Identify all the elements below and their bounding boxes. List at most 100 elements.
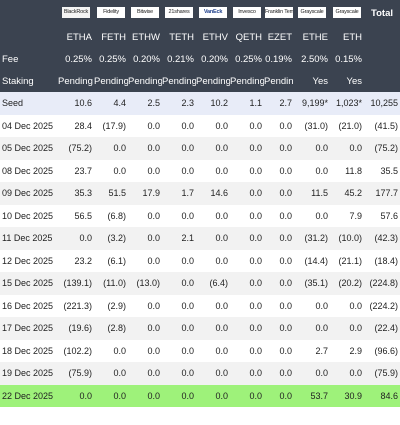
flow-value-cell: 11.8 (345, 165, 362, 176)
flow-value-cell: 56.5 (74, 210, 92, 221)
flow-value-cell: 2.5 (128, 92, 162, 115)
flow-value-cell: 0.0 (230, 182, 264, 205)
flow-value-cell: 0.0 (196, 137, 230, 160)
issuer-logo-cell: Grayscale (294, 0, 330, 26)
flow-value-cell: (21.0) (338, 120, 362, 131)
flow-value-cell: 0.0 (181, 120, 194, 131)
flow-value-cell: 0.0 (181, 255, 194, 266)
ticker-row-cell: FETH (94, 26, 128, 48)
flow-value-cell: 0.0 (249, 345, 262, 356)
table-row: 11 Dec 2025 0.0 (3.2) 0.0 2.1 0.0 0.0 0.0 (31.2)… (0, 227, 400, 250)
flow-value-cell: 0.0 (279, 120, 292, 131)
flow-value-cell: 0.0 (181, 300, 194, 311)
flow-value-cell: 0.0 (315, 165, 328, 176)
flow-value-cell: 23.7 (74, 165, 92, 176)
flow-value-cell: 0.0 (147, 255, 160, 266)
fee-row-cell: 0.25% (230, 48, 264, 70)
flow-value-cell: (35.1) (294, 272, 330, 295)
flow-value-cell: 0.0 (249, 300, 262, 311)
flow-value-cell: 0.0 (230, 317, 264, 340)
flow-value-cell: 0.0 (294, 362, 330, 385)
flow-value-cell: 0.0 (315, 300, 328, 311)
flow-value-cell: 28.4 (74, 120, 92, 131)
flow-value-cell: (3.2) (94, 227, 128, 250)
staking-row-cell: Yes (330, 70, 364, 92)
flow-value-cell: (10.0) (330, 227, 364, 250)
flow-value-cell: 0.0 (349, 300, 362, 311)
flow-value-cell: 1.7 (162, 182, 196, 205)
flow-value-cell: 0.0 (128, 227, 162, 250)
table-row: 15 Dec 2025 (139.1) (11.0) (13.0) 0.0 (6.4) 0.… (0, 272, 400, 295)
issuer-logo: Franklin Templeton (265, 6, 293, 18)
flow-value-cell: 0.0 (162, 272, 196, 295)
issuer-logo-cell: Grayscale (330, 0, 364, 26)
flow-value-cell: 0.0 (128, 362, 162, 385)
flow-value-cell: 0.0 (279, 345, 292, 356)
flow-value-cell: 0.0 (215, 300, 228, 311)
flow-value-cell: 0.0 (147, 120, 160, 131)
flow-value-cell: 0.0 (215, 165, 228, 176)
flow-value-cell: 0.0 (162, 362, 196, 385)
flow-value-cell: 0.0 (330, 137, 364, 160)
flow-value-cell: 0.0 (162, 317, 196, 340)
flow-value-cell: 0.0 (249, 210, 262, 221)
issuer-logo: Grayscale (333, 6, 361, 18)
flow-value-cell: (13.0) (128, 272, 162, 295)
fee-row-cell (364, 48, 400, 70)
ticker-row-cell: ETH (330, 26, 364, 48)
flow-value-cell: 0.0 (181, 345, 194, 356)
flow-value-cell: 45.2 (330, 182, 364, 205)
flow-value-cell: (6.1) (107, 255, 126, 266)
flow-value-cell: 0.0 (264, 182, 294, 205)
flow-value-cell: 10.6 (58, 92, 94, 115)
flow-value-cell: 0.0 (330, 362, 364, 385)
flow-value-cell: 0.0 (330, 317, 364, 340)
issuer-logo: VanEck (199, 6, 227, 18)
total-header: Total (371, 7, 393, 19)
table-row: 09 Dec 2025 35.3 51.5 17.9 1.7 14.6 0.0 0.0 11.5… (0, 182, 400, 205)
flow-value-cell: 0.0 (94, 384, 128, 407)
issuer-logo-cell: Franklin Templeton (264, 0, 294, 26)
issuer-logo-cell: 21shares (162, 0, 196, 26)
flow-value-cell: 23.2 (74, 255, 92, 266)
ticker-row-cell: TETH (162, 26, 196, 48)
flow-value-cell: (2.9) (107, 300, 126, 311)
staking-row-cell: Pending (128, 70, 162, 92)
row-date-label: 12 Dec 2025 (2, 255, 54, 266)
flow-value-cell: (221.3) (63, 300, 92, 311)
staking-row-cell: Pending (58, 70, 94, 92)
row-total-cell: (75.9) (364, 362, 400, 385)
flow-value-cell: (11.0) (94, 272, 128, 295)
flow-value-cell: 4.4 (94, 92, 128, 115)
flow-value-cell: 53.7 (294, 384, 330, 407)
flow-value-cell: 0.0 (58, 384, 94, 407)
row-date-label: 04 Dec 2025 (2, 120, 54, 131)
flow-value-cell: 30.9 (330, 384, 364, 407)
flow-value-cell: 0.0 (315, 210, 328, 221)
row-total-cell: 177.7 (364, 182, 400, 205)
flow-value-cell: 0.0 (162, 137, 196, 160)
issuer-logo: 21shares (165, 6, 193, 18)
table-row: 05 Dec 2025 (75.2) 0.0 0.0 0.0 0.0 0.0 0.0 0.0 0.… (0, 137, 400, 160)
flow-value-cell: 0.0 (215, 345, 228, 356)
flow-value-cell: 0.0 (294, 137, 330, 160)
flow-value-cell: 7.9 (349, 210, 362, 221)
table-row: 16 Dec 2025 (221.3) (2.9) 0.0 0.0 0.0 0.0 0.0 0.… (0, 295, 400, 318)
staking-row-cell: Pending (230, 70, 264, 92)
flow-value-cell: 11.5 (294, 182, 330, 205)
flow-value-cell: (31.0) (304, 120, 328, 131)
ticker-row-cell: ETHW (128, 26, 162, 48)
row-date-label: Seed (0, 92, 58, 115)
flow-value-cell: 0.0 (264, 317, 294, 340)
flow-value-cell: 0.0 (264, 384, 294, 407)
fee-row-cell: 0.15% (330, 48, 364, 70)
flow-value-cell: 0.0 (113, 345, 126, 356)
row-date-label: 19 Dec 2025 (0, 362, 58, 385)
row-date-label: 09 Dec 2025 (0, 182, 58, 205)
issuer-logo: Fidelity (97, 6, 125, 18)
row-date-label: 08 Dec 2025 (2, 165, 54, 176)
flow-value-cell: 2.3 (162, 92, 196, 115)
flow-value-cell: (75.9) (58, 362, 94, 385)
flow-value-cell: 0.0 (147, 165, 160, 176)
